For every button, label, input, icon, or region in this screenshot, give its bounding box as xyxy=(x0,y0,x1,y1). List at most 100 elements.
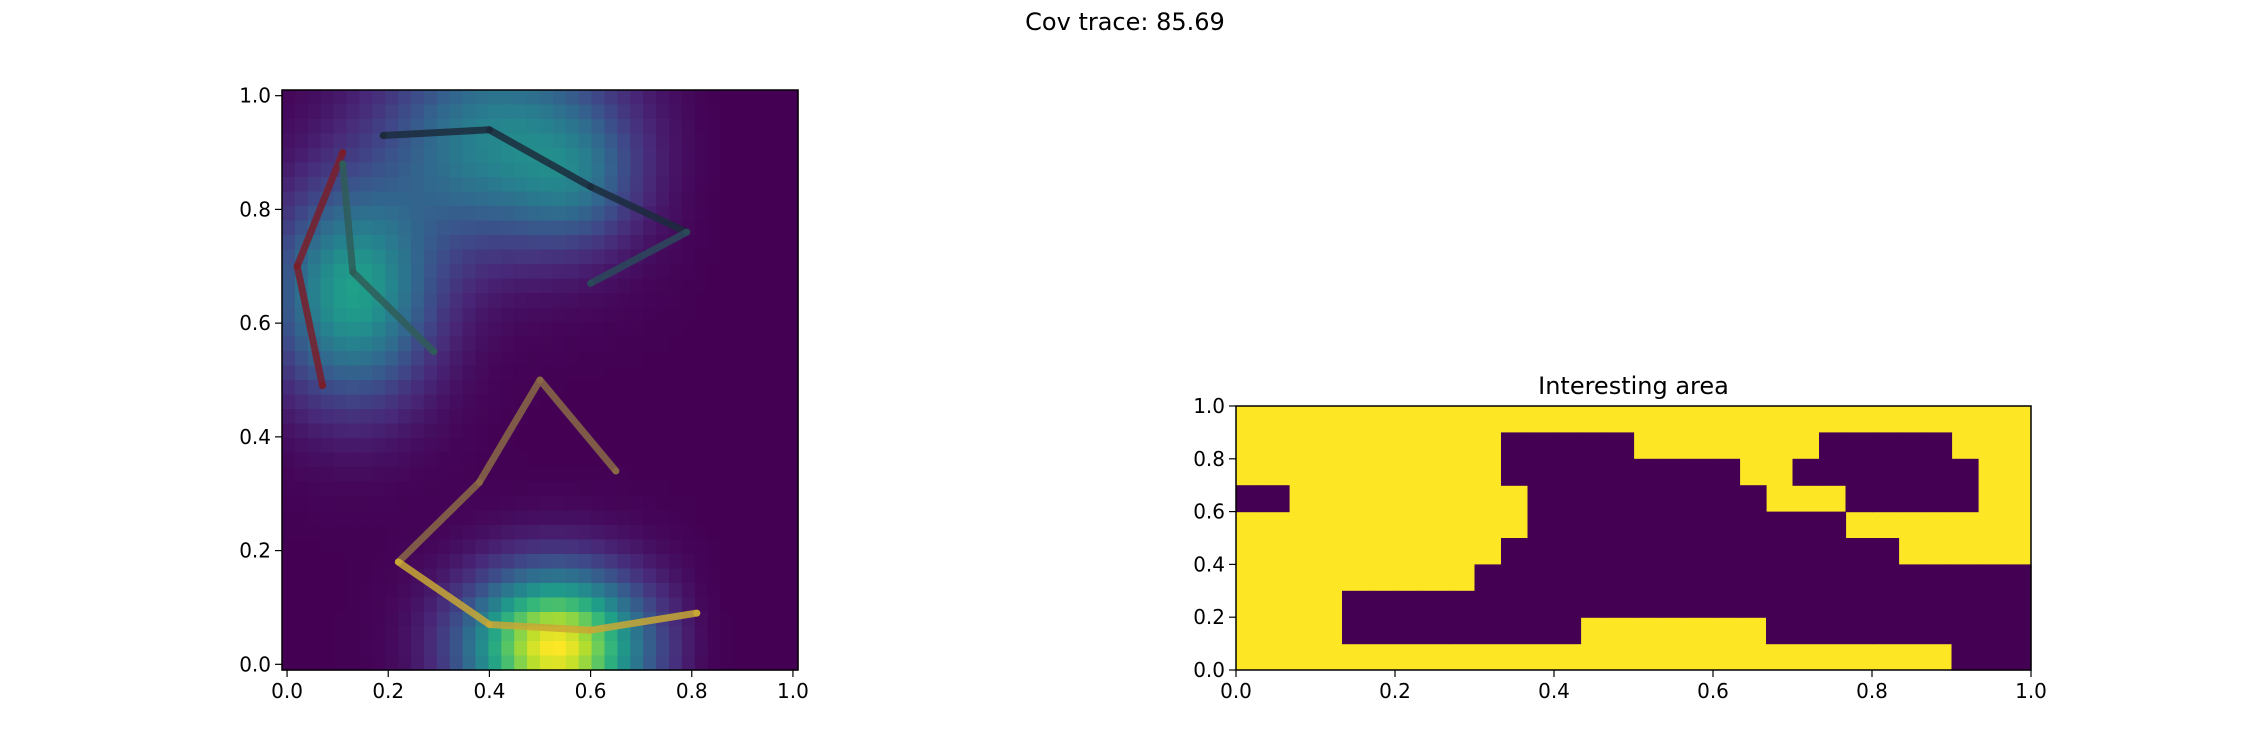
heatmap-cell xyxy=(514,119,528,135)
heatmap-cell xyxy=(501,322,515,338)
heatmap-cell xyxy=(681,568,696,584)
heatmap-cell xyxy=(294,568,309,584)
heatmap-cell xyxy=(707,525,722,541)
heatmap-cell xyxy=(372,423,386,439)
heatmap-cell xyxy=(282,438,296,454)
grid-cell xyxy=(1951,617,1979,645)
heatmap-cell xyxy=(630,322,644,338)
heatmap-cell xyxy=(578,583,593,599)
heatmap-cell xyxy=(630,162,644,178)
heatmap-cell xyxy=(720,481,735,497)
heatmap-cell xyxy=(475,148,489,164)
heatmap-cell xyxy=(669,438,683,454)
heatmap-cell xyxy=(527,206,541,222)
heatmap-cell xyxy=(656,481,670,497)
heatmap-cell xyxy=(423,452,438,468)
heatmap-cell xyxy=(385,423,399,439)
heatmap-cell xyxy=(669,177,683,193)
heatmap-cell xyxy=(359,467,373,483)
heatmap-cell xyxy=(411,148,425,164)
heatmap-cell xyxy=(320,452,335,468)
heatmap-cell xyxy=(372,626,386,642)
heatmap-cell xyxy=(501,293,515,309)
heatmap-cell xyxy=(411,177,425,193)
heatmap-cell xyxy=(707,322,722,338)
heatmap-cell xyxy=(333,655,348,671)
heatmap-cell xyxy=(694,104,709,120)
heatmap-cell xyxy=(656,655,670,671)
heatmap-cell xyxy=(656,641,670,657)
waypoint-marker xyxy=(339,149,347,157)
heatmap-cell xyxy=(462,380,477,396)
heatmap-cell xyxy=(552,206,567,222)
heatmap-cell xyxy=(591,394,606,410)
heatmap-cell xyxy=(643,307,657,323)
heatmap-cell xyxy=(282,539,296,555)
heatmap-cell xyxy=(720,583,735,599)
heatmap-cell xyxy=(669,278,683,294)
heatmap-cell xyxy=(604,133,618,149)
heatmap-cell xyxy=(436,380,451,396)
heatmap-cell xyxy=(591,235,606,251)
heatmap-cell xyxy=(681,597,696,613)
heatmap-cell xyxy=(694,438,709,454)
x-tick-label: 0.4 xyxy=(1538,679,1570,703)
heatmap-cell xyxy=(372,351,386,367)
heatmap-cell xyxy=(385,90,399,106)
heatmap-cell xyxy=(423,235,438,251)
heatmap-cell xyxy=(294,322,309,338)
heatmap-cell xyxy=(501,336,515,352)
heatmap-cell xyxy=(785,322,799,338)
heatmap-cell xyxy=(746,380,760,396)
heatmap-cell xyxy=(759,438,773,454)
heatmap-cell xyxy=(694,409,709,425)
heatmap-cell xyxy=(694,220,709,236)
heatmap-cell xyxy=(333,90,348,106)
heatmap-cell xyxy=(720,148,735,164)
heatmap-cell xyxy=(449,235,464,251)
grid-cell xyxy=(1951,564,1979,592)
heatmap-cell xyxy=(785,539,799,555)
grid-cell xyxy=(1925,458,1953,486)
heatmap-cell xyxy=(527,293,541,309)
heatmap-cell xyxy=(333,409,348,425)
heatmap-cell xyxy=(488,191,502,207)
heatmap-cell xyxy=(475,322,489,338)
heatmap-cell xyxy=(514,235,528,251)
heatmap-cell xyxy=(578,336,593,352)
heatmap-cell xyxy=(436,278,451,294)
heatmap-cell xyxy=(604,104,618,120)
heatmap-cell xyxy=(565,90,580,106)
heatmap-cell xyxy=(475,510,489,526)
trajectory-path xyxy=(395,376,619,565)
grid-cell xyxy=(1951,590,1979,618)
grid-cell xyxy=(1819,564,1847,592)
heatmap-cell xyxy=(514,496,528,512)
heatmap-cell xyxy=(501,365,515,381)
heatmap-cell xyxy=(475,249,489,265)
heatmap-cell xyxy=(449,177,464,193)
heatmap-cell xyxy=(656,351,670,367)
grid-cell xyxy=(1819,590,1847,618)
trajectory-path xyxy=(588,229,689,287)
heatmap-cell xyxy=(630,394,644,410)
heatmap-cell xyxy=(540,264,554,280)
heatmap-cell xyxy=(656,496,670,512)
heatmap-cell xyxy=(785,452,799,468)
heatmap-cell xyxy=(785,278,799,294)
heatmap-cell xyxy=(759,626,773,642)
heatmap-cell xyxy=(333,336,348,352)
heatmap-cell xyxy=(423,481,438,497)
heatmap-cell xyxy=(707,307,722,323)
heatmap-cell xyxy=(578,249,593,265)
heatmap-cell xyxy=(462,249,477,265)
heatmap-cell xyxy=(333,597,348,613)
heatmap-cell xyxy=(462,641,477,657)
heatmap-cell xyxy=(720,409,735,425)
heatmap-cell xyxy=(552,191,567,207)
heatmap-cell xyxy=(746,206,760,222)
heatmap-cell xyxy=(617,206,631,222)
heatmap-cell xyxy=(604,235,618,251)
heatmap-cell xyxy=(346,423,360,439)
heatmap-cell xyxy=(707,597,722,613)
